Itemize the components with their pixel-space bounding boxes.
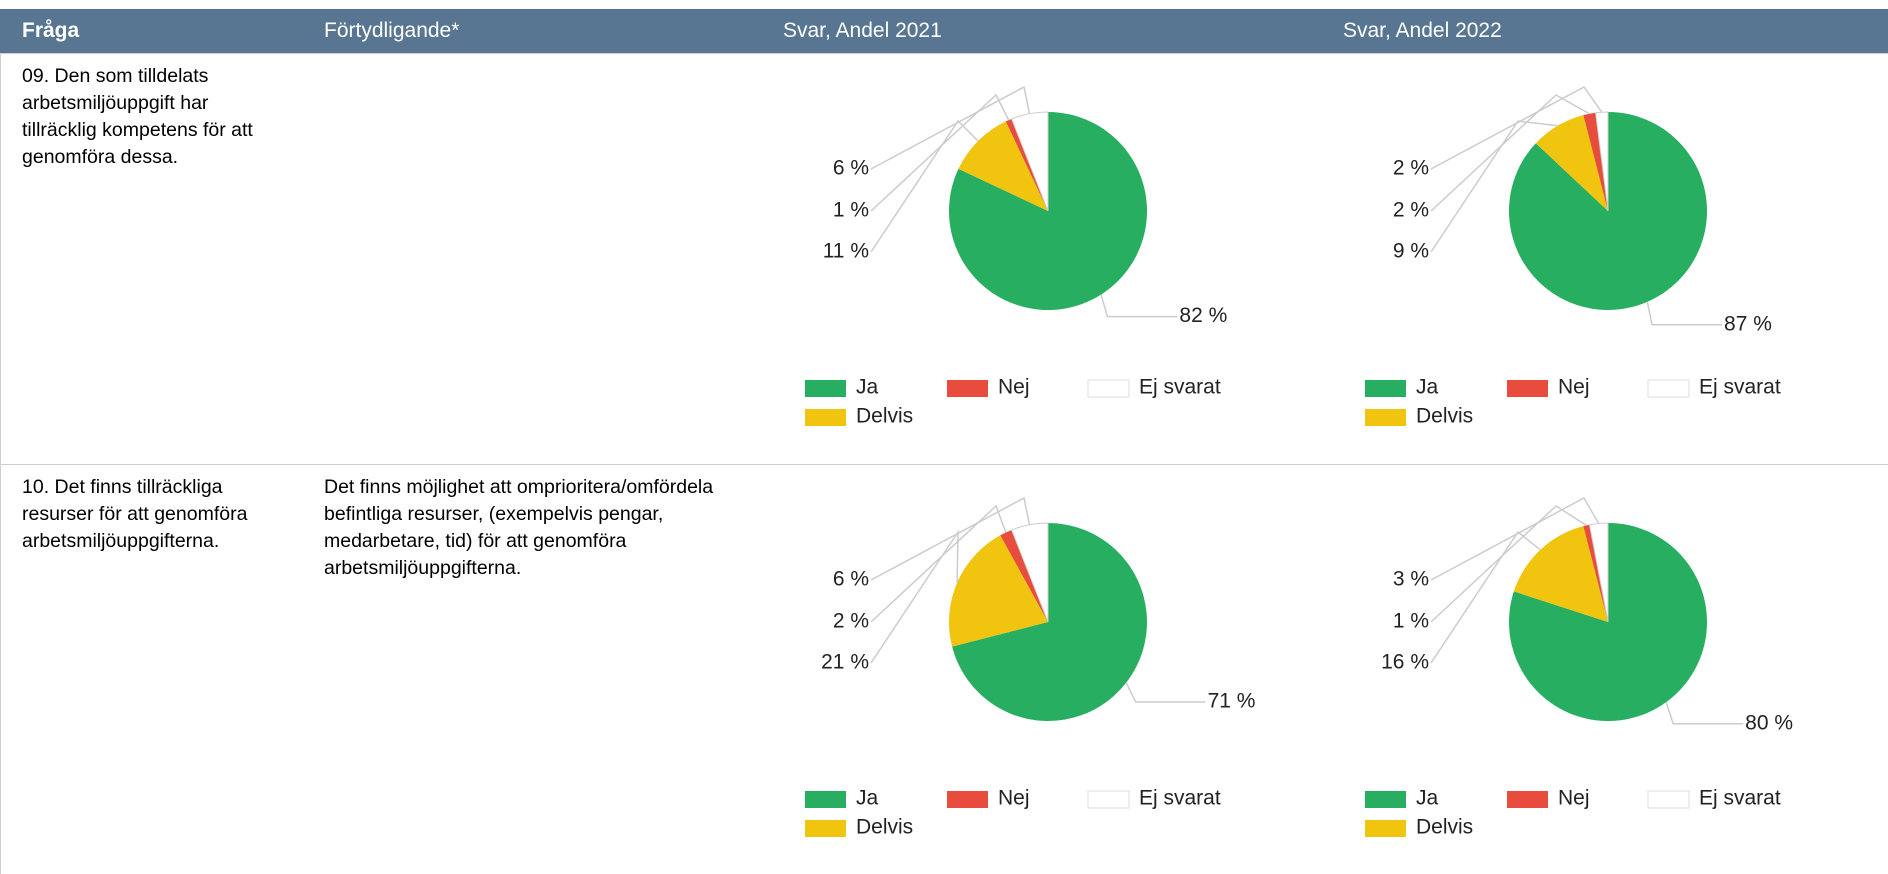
value-label: 3 % (1393, 568, 1429, 591)
value-label: 11 % (823, 240, 869, 263)
value-label: 87 % (1724, 312, 1772, 335)
pie-chart: 82 % 11 % 1 % 6 % Ja Nej Ej svarat Delvis (805, 85, 1227, 428)
question-text: 09. Den som tilldelats arbetsmiljöuppgif… (22, 65, 253, 168)
pie-slice (949, 535, 1048, 647)
legend-swatch (1365, 791, 1406, 808)
value-label: 9 % (1393, 240, 1429, 263)
legend-label: Nej (998, 376, 1030, 399)
legend-label: Delvis (856, 405, 913, 428)
legend-swatch (1507, 791, 1548, 808)
table-row (0, 53, 1888, 464)
legend-label: Ja (1416, 787, 1439, 810)
leader-line (1430, 496, 1600, 581)
leader-line (1646, 301, 1723, 326)
legend-label: Delvis (1416, 405, 1473, 428)
leader-line (1430, 86, 1603, 170)
legend-label: Ja (1416, 376, 1439, 399)
legend-label: Ej svarat (1699, 376, 1781, 399)
leader-line (870, 93, 1010, 212)
leader-line (870, 496, 1031, 581)
legend-label: Ja (856, 376, 879, 399)
legend-swatch (1087, 379, 1130, 398)
header-cell: Svar, Andel 2022 (1343, 19, 1502, 42)
legend-label: Nej (1558, 787, 1590, 810)
legend-swatch (947, 791, 988, 808)
legend-swatch (1647, 379, 1690, 398)
pie-chart: 87 % 9 % 2 % 2 % Ja Nej Ej svarat Delvis (1365, 86, 1781, 428)
legend-label: Ej svarat (1139, 787, 1221, 810)
pie-slice (1005, 118, 1048, 211)
legend-swatch (1365, 380, 1406, 397)
leader-line (870, 504, 1007, 623)
value-label: 6 % (833, 157, 869, 180)
value-label: 6 % (833, 568, 869, 591)
question-text: 10. Det finns tillräckliga resurser för … (22, 476, 248, 552)
legend-swatch (1507, 380, 1548, 397)
table-row (0, 464, 1888, 874)
value-label: 2 % (1393, 199, 1429, 222)
legend-swatch (805, 820, 846, 837)
leader-line (1430, 120, 1558, 253)
leader-line (870, 529, 959, 664)
header-cell: Fråga (22, 19, 80, 42)
legend-label: Ej svarat (1139, 376, 1221, 399)
leader-line (1125, 682, 1206, 703)
legend-swatch (805, 409, 846, 426)
clarification-text: Det finns möjlighet att omprioritera/omf… (324, 476, 714, 579)
pie-slice (952, 523, 1147, 721)
header-cell: Svar, Andel 2021 (783, 19, 942, 42)
leader-line (1430, 505, 1587, 623)
pie-slice (958, 121, 1048, 211)
legend-swatch (1647, 790, 1690, 809)
pie-slice (1513, 526, 1608, 622)
value-label: 2 % (1393, 157, 1429, 180)
pie-slice (1583, 112, 1608, 211)
value-label: 71 % (1208, 690, 1256, 713)
value-label: 1 % (833, 199, 869, 222)
legend-label: Ej svarat (1699, 787, 1781, 810)
legend-label: Delvis (1416, 816, 1473, 839)
legend-label: Ja (856, 787, 879, 810)
pie-slice (1010, 522, 1049, 623)
value-label: 21 % (821, 651, 869, 674)
value-label: 82 % (1179, 304, 1227, 327)
pie-chart: 80 % 16 % 1 % 3 % Ja Nej Ej svarat Delvis (1365, 496, 1793, 839)
value-label: 16 % (1381, 651, 1429, 674)
legend-swatch (1365, 820, 1406, 837)
pie-slice (1000, 529, 1048, 622)
value-label: 80 % (1745, 711, 1793, 734)
leader-line (1100, 294, 1178, 318)
header-cell: Förtydligande* (324, 19, 460, 42)
legend-swatch (805, 791, 846, 808)
legend-label: Delvis (856, 816, 913, 839)
legend-swatch (1365, 409, 1406, 426)
leader-line (1430, 94, 1590, 212)
legend-swatch (947, 380, 988, 397)
pie-chart: 71 % 21 % 2 % 6 % Ja Nej Ej svarat Delvis (805, 496, 1256, 839)
legend-swatch (1087, 790, 1130, 809)
leader-line (870, 119, 979, 253)
leader-line (870, 85, 1031, 170)
leader-line (1430, 530, 1541, 664)
pie-slice (1010, 111, 1049, 212)
legend-label: Nej (998, 787, 1030, 810)
pie-slice (1535, 115, 1608, 211)
value-label: 1 % (1393, 610, 1429, 633)
legend-swatch (805, 380, 846, 397)
legend-label: Nej (1558, 376, 1590, 399)
pie-slice (1583, 524, 1608, 622)
header-bar (0, 9, 1888, 53)
value-label: 2 % (833, 610, 869, 633)
leader-line (1665, 701, 1744, 725)
